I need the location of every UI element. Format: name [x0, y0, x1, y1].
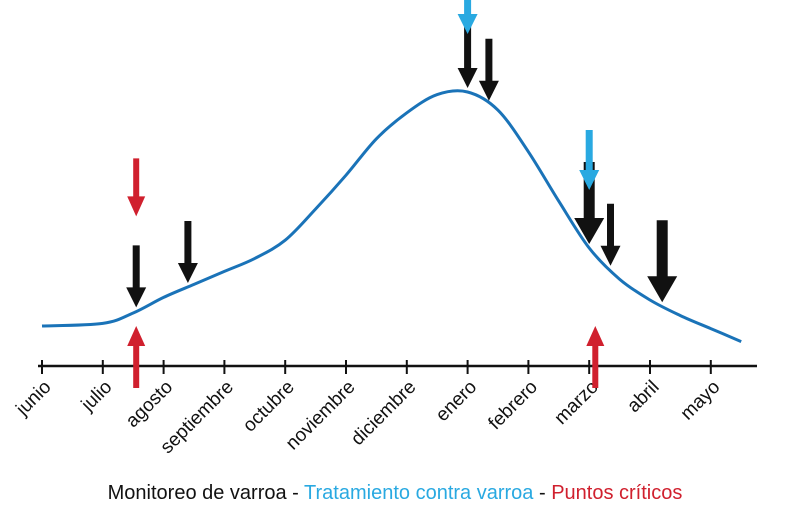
x-tick-label: mayo [677, 377, 725, 425]
tratamiento-arrow [457, 0, 478, 34]
critico-arrow [127, 326, 146, 388]
monitoreo-arrow [574, 162, 605, 244]
monitoreo-arrow [478, 38, 499, 101]
monitoreo-arrow [177, 221, 198, 283]
monitoreo-arrow [647, 220, 678, 303]
legend: Monitoreo de varroa - Tratamiento contra… [0, 482, 790, 505]
legend-tratamiento: Tratamiento contra varroa [304, 482, 534, 504]
x-tick-label: agosto [122, 377, 177, 432]
x-axis-ticks [41, 360, 712, 374]
x-tick-label: enero [432, 377, 481, 426]
x-tick-label: octubre [239, 377, 299, 437]
legend-critico: Puntos críticos [551, 482, 683, 504]
x-tick-label: julio [77, 377, 116, 416]
arrows-front-layer [126, 0, 678, 388]
monitoreo-arrow [457, 26, 478, 88]
x-tick-label: abril [623, 377, 663, 417]
tratamiento-arrow [579, 130, 600, 190]
monitoreo-arrow [126, 245, 147, 308]
critico-arrow [586, 326, 605, 388]
x-tick-label: junio [12, 377, 56, 421]
legend-monitoreo: Monitoreo de varroa [107, 482, 287, 504]
x-tick-label: diciembre [347, 377, 420, 450]
legend-separator: - [533, 482, 552, 504]
x-tick-label: febrero [485, 377, 542, 434]
legend-separator: - [286, 482, 305, 504]
critico-arrow [127, 158, 146, 217]
monitoreo-arrow [600, 203, 621, 266]
varroa-curve [41, 89, 742, 343]
